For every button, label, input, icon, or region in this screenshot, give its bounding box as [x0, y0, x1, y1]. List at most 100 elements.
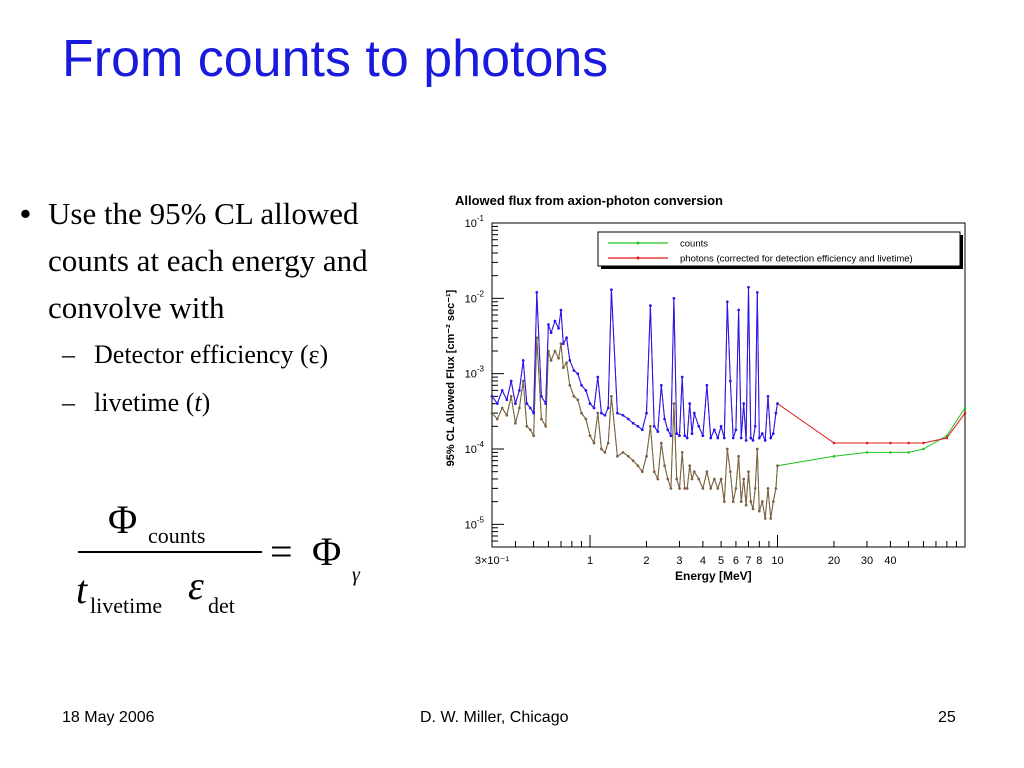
data-point: [772, 432, 775, 435]
data-point: [509, 379, 513, 383]
data-point: [666, 477, 670, 481]
data-point: [963, 411, 967, 415]
sub-bullet-livetime: – livetime (t): [62, 379, 420, 427]
data-point: [580, 411, 583, 415]
data-point: [763, 517, 767, 520]
data-point: [731, 500, 735, 503]
data-point: [772, 500, 775, 503]
data-point: [751, 439, 755, 442]
footer-author: D. W. Miller, Chicago: [420, 709, 569, 726]
sub-bullet-text: livetime (t): [94, 388, 211, 417]
formula-sub-livetime: livetime: [90, 593, 162, 618]
bullet-item: • Use the 95% CL allowed counts at each …: [20, 190, 420, 331]
legend-label: counts: [680, 239, 708, 250]
data-point: [774, 411, 778, 415]
x-tick-label: 5: [718, 555, 724, 567]
legend-label: photons (corrected for detection efficie…: [680, 254, 913, 265]
data-point: [922, 441, 925, 445]
data-point: [693, 470, 696, 474]
data-point: [521, 379, 525, 383]
data-point: [518, 406, 521, 410]
data-point: [631, 421, 635, 425]
data-point: [572, 395, 576, 398]
data-point: [945, 436, 949, 440]
data-point: [535, 291, 539, 294]
formula-phi-gamma: Φ: [312, 529, 341, 574]
x-tick-label: 8: [756, 555, 762, 567]
data-point: [529, 406, 532, 410]
data-point: [588, 402, 592, 405]
data-point: [565, 336, 568, 339]
data-point: [656, 430, 660, 433]
data-point: [713, 477, 716, 481]
data-point: [562, 342, 565, 345]
data-point: [672, 402, 676, 405]
data-point: [742, 402, 745, 405]
data-point: [663, 417, 666, 421]
data-point: [680, 451, 684, 454]
data-point: [693, 411, 696, 415]
data-point: [685, 487, 689, 490]
data-point: [766, 395, 770, 398]
data-point: [734, 487, 738, 490]
data-point: [496, 417, 499, 421]
data-point: [690, 432, 694, 435]
data-point: [744, 439, 748, 442]
data-point: [675, 477, 678, 481]
data-point: [549, 331, 553, 334]
data-point: [521, 359, 525, 362]
legend-marker: [636, 241, 640, 245]
data-point: [652, 425, 656, 428]
formula-epsilon: ε: [188, 563, 204, 608]
data-point: [688, 402, 691, 405]
data-point: [769, 436, 772, 440]
dash-mark: –: [62, 340, 75, 369]
legend-box: [597, 231, 961, 267]
data-point: [758, 436, 761, 440]
data-point: [758, 509, 761, 513]
data-point: [562, 366, 565, 369]
data-point: [749, 436, 753, 440]
data-point: [641, 470, 644, 474]
data-point: [719, 477, 723, 481]
sub-bullet-text: Detector efficiency (ε): [94, 340, 329, 369]
data-point: [649, 304, 652, 307]
data-point: [600, 411, 603, 415]
data-point: [610, 395, 613, 398]
data-point: [716, 487, 720, 490]
data-point: [540, 417, 543, 421]
data-point: [600, 447, 603, 451]
data-point: [719, 425, 723, 428]
y-axis-label: 95% CL Allowed Flux [cm⁻² sec⁻¹]: [445, 289, 457, 466]
x-tick-label: 20: [828, 555, 840, 567]
x-tick-label: 40: [884, 555, 896, 567]
data-point: [576, 372, 580, 375]
data-point: [666, 428, 670, 432]
data-point: [490, 411, 494, 415]
data-point: [761, 500, 764, 503]
data-point: [603, 451, 607, 454]
data-point: [500, 389, 504, 392]
data-point: [559, 308, 563, 312]
chart-title: Allowed flux from axion-photon conversio…: [455, 193, 723, 208]
dash-mark: –: [62, 388, 75, 417]
data-point: [557, 357, 560, 360]
data-point: [726, 447, 729, 451]
data-point: [865, 441, 869, 445]
data-point: [649, 425, 652, 428]
data-point: [701, 487, 705, 490]
data-point: [675, 432, 678, 435]
data-point: [753, 487, 757, 490]
data-point: [672, 297, 676, 300]
data-point: [621, 414, 625, 417]
y-tick-label: 10-2: [465, 289, 485, 305]
x-tick-label: 1: [587, 555, 593, 567]
data-point: [549, 359, 553, 362]
data-point: [588, 434, 592, 437]
data-point: [734, 428, 738, 432]
data-point: [747, 286, 750, 289]
data-point: [723, 500, 726, 503]
data-point: [683, 487, 686, 490]
data-point: [763, 439, 767, 442]
data-point: [572, 369, 576, 372]
